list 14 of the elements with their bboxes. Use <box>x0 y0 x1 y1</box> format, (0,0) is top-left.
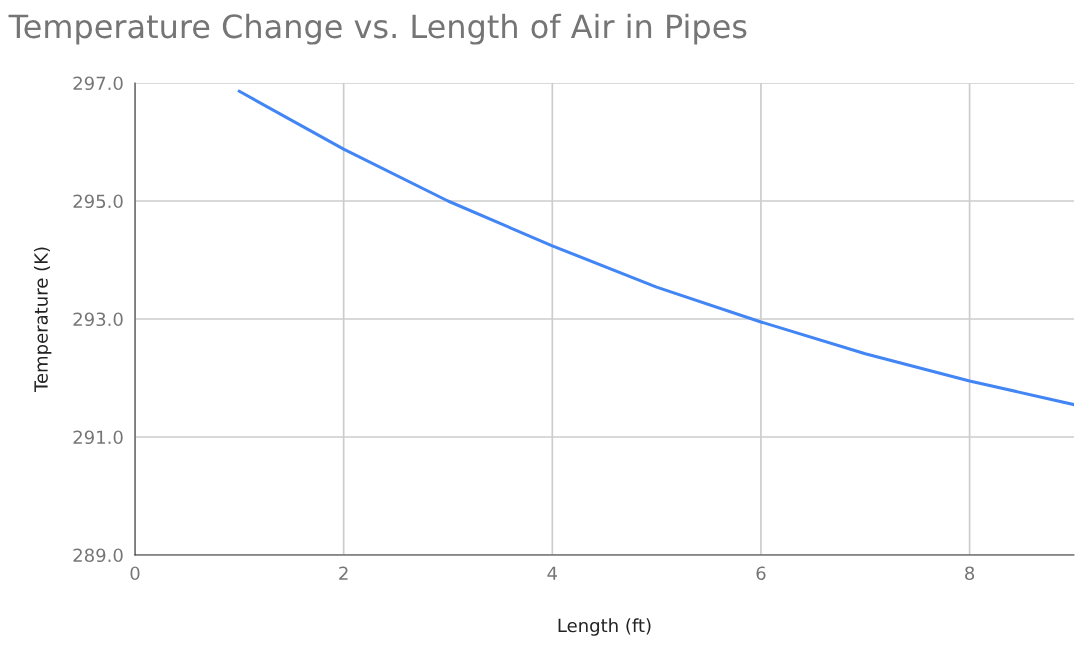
x-tick-label: 6 <box>756 566 766 581</box>
x-tick-label: 8 <box>965 566 975 581</box>
x-axis-title: Length (ft) <box>558 618 651 636</box>
chart-title: Temperature Change vs. Length of Air in Pipes <box>8 13 747 45</box>
y-tick-label: 293.0 <box>73 312 123 327</box>
line-series <box>237 89 1074 407</box>
y-tick-label: 289.0 <box>73 548 123 563</box>
y-tick-label: 291.0 <box>73 430 123 445</box>
y-axis-title: Temperature (K) <box>33 247 52 393</box>
y-tick-label: 297.0 <box>73 76 123 91</box>
y-tick-label: 295.0 <box>73 194 123 209</box>
x-tick-label: 0 <box>130 566 140 581</box>
x-tick-label: 2 <box>339 566 348 580</box>
x-tick-label: 4 <box>547 566 558 580</box>
